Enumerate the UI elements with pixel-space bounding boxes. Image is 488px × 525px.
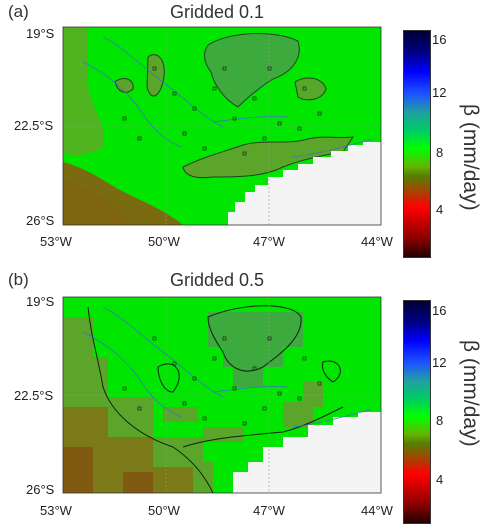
panel-a-colorbar-title: β (mm/day) <box>459 104 482 211</box>
panel-b-cb-tick: 8 <box>436 413 444 428</box>
panel-b-label: (b) <box>8 270 29 289</box>
panel-b-colorbar <box>403 300 431 524</box>
panel-a-y-tick: 19°S <box>26 26 55 41</box>
panel-a-x-tick: 47°W <box>253 234 285 249</box>
panel-a-x-tick: 50°W <box>148 234 180 249</box>
panel-b-x-tick: 50°W <box>148 503 180 518</box>
panel-a-cb-tick: 4 <box>436 202 444 217</box>
panel-b-y-tick: 22.5°S <box>14 388 54 403</box>
panel-a-cb-tick: 16 <box>432 32 447 47</box>
panel-a-x-tick: 53°W <box>40 234 72 249</box>
panel-a-title: Gridded 0.1 <box>170 2 265 22</box>
panel-a-colorbar <box>403 30 431 258</box>
panel-a-cb-tick: 12 <box>432 85 447 100</box>
panel-b-x-tick: 53°W <box>40 503 72 518</box>
panel-b-cb-tick: 12 <box>432 355 447 370</box>
panel-b-title: Gridded 0.5 <box>170 270 265 290</box>
panel-b-y-tick: 19°S <box>26 294 55 309</box>
panel-a-y-tick: 26°S <box>26 213 55 228</box>
panel-b-colorbar-title: β (mm/day) <box>459 340 482 447</box>
panel-b-cb-tick: 4 <box>436 472 444 487</box>
panel-a-y-tick: 22.5°S <box>14 118 54 133</box>
panel-a-x-tick: 44°W <box>361 234 393 249</box>
panel-a-cb-tick: 8 <box>436 145 444 160</box>
panel-a-map <box>62 26 382 226</box>
panel-b-x-tick: 44°W <box>361 503 393 518</box>
panel-a-label: (a) <box>8 2 29 21</box>
colorbar-gradient <box>404 31 430 257</box>
colorbar-gradient <box>404 301 430 523</box>
panel-b-cb-tick: 16 <box>432 303 447 318</box>
panel-b-y-tick: 26°S <box>26 482 55 497</box>
panel-b-map <box>62 296 382 494</box>
panel-b-x-tick: 47°W <box>253 503 285 518</box>
